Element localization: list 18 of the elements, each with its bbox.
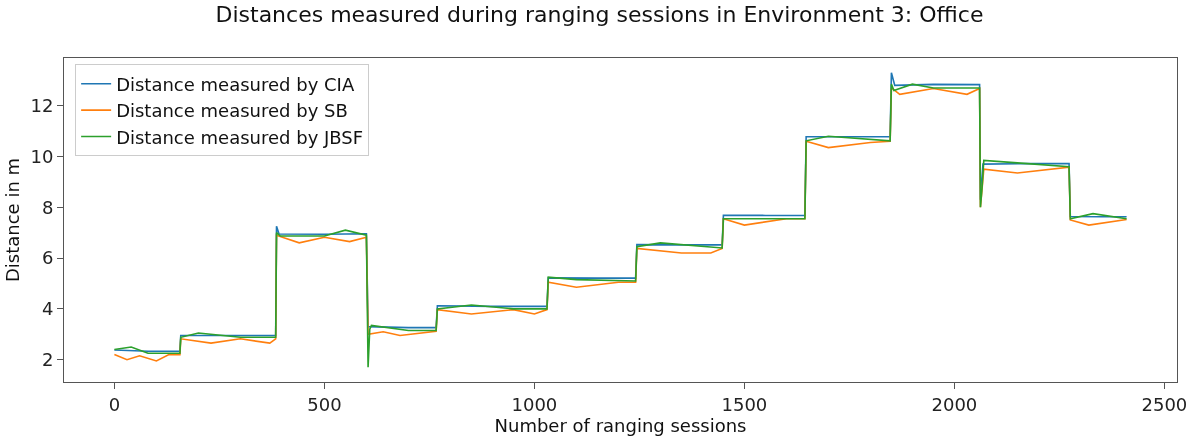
x-tick-label: 2000 bbox=[931, 393, 978, 415]
chart-title: Distances measured during ranging sessions in Environment 3: Office bbox=[215, 2, 984, 28]
y-tick-label: 12 bbox=[30, 95, 54, 117]
y-tick-label: 6 bbox=[41, 247, 54, 269]
x-axis-title: Number of ranging sessions bbox=[494, 414, 747, 436]
x-tick-label: 500 bbox=[307, 393, 342, 415]
y-tick-label: 8 bbox=[41, 196, 54, 218]
legend-label: Distance measured by CIA bbox=[116, 73, 355, 95]
y-tick-label: 10 bbox=[30, 145, 54, 167]
legend-label: Distance measured by SB bbox=[116, 100, 348, 122]
x-tick-label: 1000 bbox=[511, 393, 558, 415]
x-tick-label: 1500 bbox=[721, 393, 768, 415]
y-tick-label: 2 bbox=[41, 348, 54, 370]
y-tick-label: 4 bbox=[41, 298, 54, 320]
x-tick-label: 0 bbox=[108, 393, 121, 415]
legend-label: Distance measured by JBSF bbox=[116, 126, 364, 148]
y-axis-title: Distance in m bbox=[1, 157, 23, 283]
x-tick-label: 2500 bbox=[1141, 393, 1188, 415]
